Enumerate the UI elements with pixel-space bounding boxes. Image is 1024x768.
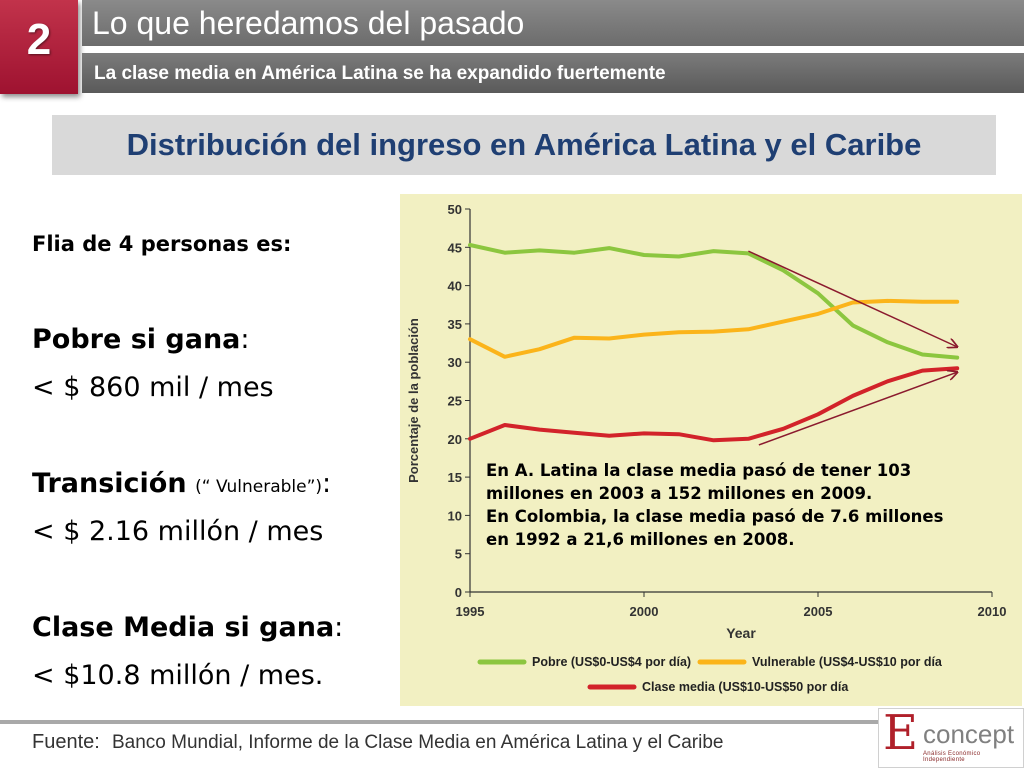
legend-label: Pobre (US$0-US$4 por día)	[532, 655, 691, 669]
header-subtitle: La clase media en América Latina se ha e…	[94, 63, 666, 84]
pobre-value: < $ 860 mil / mes	[32, 372, 274, 403]
logo-wordmark: concept	[923, 719, 1015, 749]
chart-panel: 0 5 10 15 20 25 30 35 40 45 50 1995 2000 2005 2010 Year…	[400, 194, 1022, 706]
section-number: 2	[26, 15, 52, 64]
x-tick-label: 2000	[630, 604, 659, 619]
media-value: < $10.8 millón / mes.	[32, 660, 324, 691]
y-tick-label: 0	[455, 585, 462, 600]
x-tick-label: 1995	[456, 604, 485, 619]
x-tick-label: 2005	[804, 604, 833, 619]
source-text: Banco Mundial, Informe de la Clase Media…	[112, 732, 724, 753]
x-tick-label: 2010	[978, 604, 1007, 619]
x-axis-label: Year	[726, 625, 756, 641]
pobre-heading: Pobre si gana:	[32, 324, 250, 355]
pobre-series-line	[468, 243, 960, 360]
header-subtitle-bar: La clase media en América Latina se ha e…	[82, 53, 1024, 93]
y-tick-label: 10	[448, 508, 462, 523]
logo-tagline: Análisis Económico Independiente	[923, 751, 981, 763]
y-tick-label: 20	[448, 432, 462, 447]
y-tick-label: 15	[448, 470, 462, 485]
trend-arrow	[758, 372, 957, 446]
transicion-heading: Transición (“ Vulnerable”):	[32, 468, 332, 499]
media-heading: Clase Media si gana:	[32, 612, 344, 643]
pobre-label: Pobre si gana	[32, 324, 241, 355]
annotation-line-1: En A. Latina la clase media pasó de tene…	[486, 461, 912, 503]
line-chart: 0 5 10 15 20 25 30 35 40 45 50 1995 2000 2005 2010 Year…	[406, 202, 1007, 694]
footer-divider	[0, 720, 880, 724]
media-label: Clase Media si gana	[32, 612, 335, 643]
y-axis-label: Porcentaje de la población	[406, 318, 421, 483]
slide-title-box: Distribución del ingreso en América Lati…	[52, 115, 996, 175]
econcept-logo: E concept Análisis Económico Independien…	[878, 705, 1024, 768]
annotation-line-2: En Colombia, la clase media pasó de 7.6 …	[486, 507, 944, 549]
trend-arrow	[748, 250, 957, 347]
legend-label: Clase media (US$10-US$50 por día	[642, 680, 849, 694]
slide-title: Distribución del ingreso en América Lati…	[126, 127, 922, 162]
vulnerable-series-line	[468, 298, 960, 359]
y-tick-label: 45	[448, 240, 462, 255]
y-tick-label: 50	[448, 202, 462, 217]
chart-annotation: En A. Latina la clase media pasó de tene…	[486, 459, 946, 551]
legend-label: Vulnerable (US$4-US$10 por día	[752, 655, 943, 669]
y-tick-label: 25	[448, 394, 462, 409]
header-title: Lo que heredamos del pasado	[92, 5, 525, 41]
logo-mark: E	[883, 705, 919, 761]
y-tick-label: 5	[455, 547, 462, 562]
transicion-label: Transición	[32, 468, 187, 499]
source-label: Fuente:	[32, 731, 100, 753]
y-tick-label: 35	[448, 317, 462, 332]
y-tick-label: 40	[448, 279, 462, 294]
intro-text: Flia de 4 personas es:	[32, 232, 292, 256]
section-number-badge: 2	[0, 0, 78, 94]
transicion-value: < $ 2.16 millón / mes	[32, 516, 324, 547]
header-title-bar: Lo que heredamos del pasado	[82, 0, 1024, 46]
y-tick-label: 30	[448, 355, 462, 370]
transicion-note: (“ Vulnerable”)	[195, 477, 323, 497]
clase-media-series-line	[468, 366, 960, 443]
